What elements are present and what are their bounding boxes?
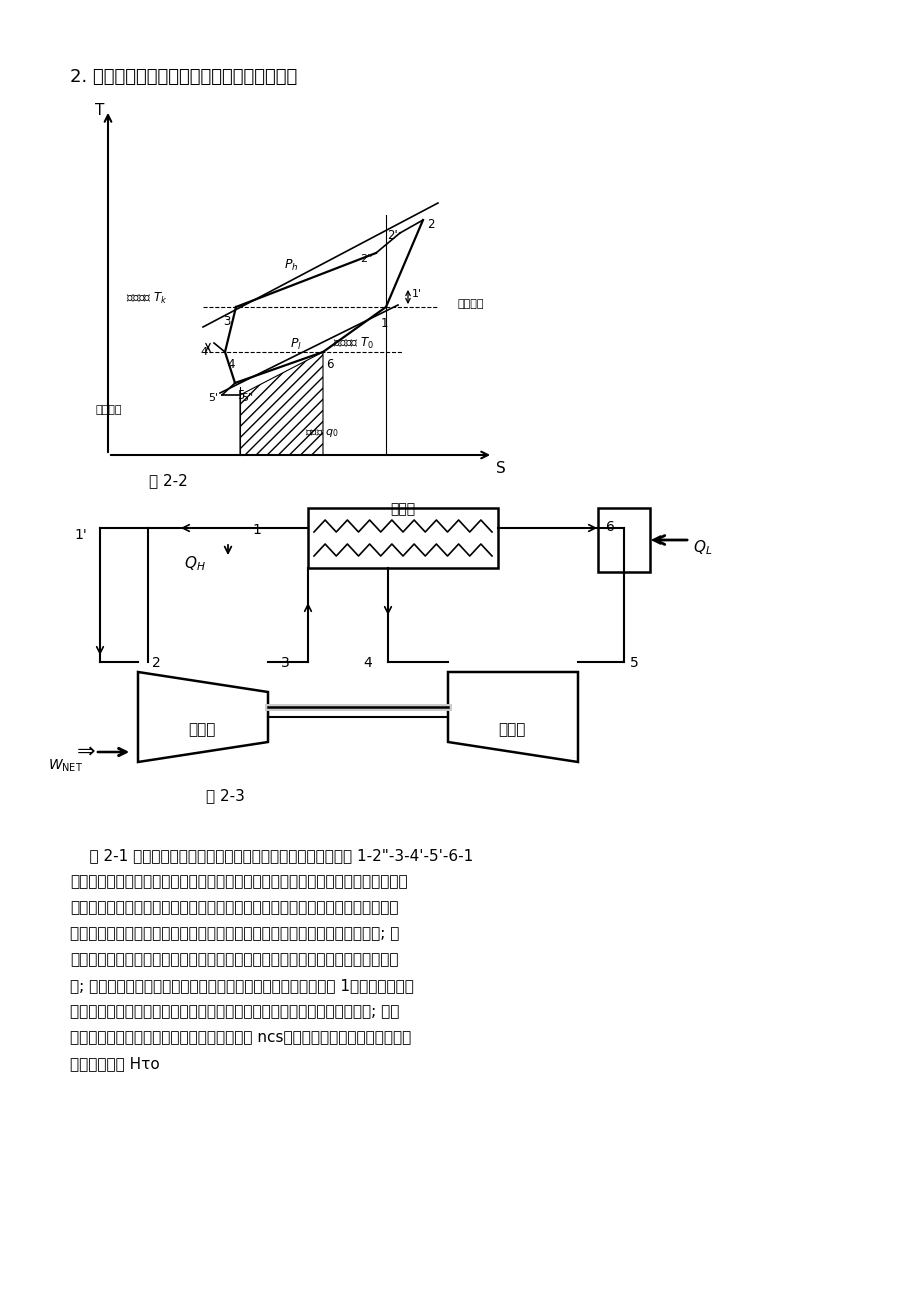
Text: 假设在这篇论文所讨论的温度和压力范围内所造成的误差很小，可以忽略不计; 假: 假设在这篇论文所讨论的温度和压力范围内所造成的误差很小，可以忽略不计; 假 [70,926,399,941]
Text: 膨胀机: 膨胀机 [498,722,525,736]
Text: 去; 在回热过程中考虑传热温差，此时的回冷热交换器的效率小于 1，而且在处理回: 去; 在回热过程中考虑传热温差，此时的回冷热交换器的效率小于 1，而且在处理回 [70,978,414,993]
Text: 设吸热和放热过程为等压过程，压缩很膨胀过程中的损失可以折算到进出口压力上: 设吸热和放热过程为等压过程，压缩很膨胀过程中的损失可以折算到进出口压力上 [70,952,398,967]
Text: 2: 2 [426,219,434,232]
Text: 压缩机: 压缩机 [188,722,215,736]
Text: $Q_H$: $Q_H$ [184,554,206,572]
Text: $P_l$: $P_l$ [289,337,301,353]
Text: $Q_L$: $Q_L$ [692,539,711,557]
Text: S: S [495,461,505,476]
Bar [308,507,497,569]
Text: 5: 5 [630,656,638,670]
Text: 为了便于分析我们采用一些简化的处理方法，首先假设空气是理想气体，理想气体: 为了便于分析我们采用一些简化的处理方法，首先假设空气是理想气体，理想气体 [70,900,398,915]
Text: 4: 4 [363,656,371,670]
Text: 4: 4 [227,358,234,371]
Text: 传热温差: 传热温差 [458,299,484,310]
Text: T: T [96,103,105,118]
Text: $P_h$: $P_h$ [283,258,298,273]
Text: 到相对内效率 Hτo: 到相对内效率 Hτo [70,1056,160,1071]
Text: 4': 4' [200,347,210,356]
Text: 图 2-2: 图 2-2 [149,474,187,488]
Text: 2. 逆布雷顿循环制冷系统循环分析与理论设计: 2. 逆布雷顿循环制冷系统循环分析与理论设计 [70,68,297,86]
Bar [597,507,650,572]
Text: 图 2-3: 图 2-3 [205,788,244,803]
Text: 2: 2 [152,656,161,670]
Polygon shape [240,353,323,455]
Text: 1: 1 [252,523,261,537]
Text: 热过程时假设它没有流动阻力损失，并把漏热损失折算为用冷装置的热负荷; 空气: 热过程时假设它没有流动阻力损失，并把漏热损失折算为用冷装置的热负荷; 空气 [70,1004,399,1019]
Text: 1': 1' [412,289,422,299]
Polygon shape [448,673,577,762]
Text: 传热温差: 传热温差 [96,405,122,415]
Text: 环境温度 $T_k$: 环境温度 $T_k$ [126,291,167,306]
Text: 2': 2' [387,229,398,242]
Polygon shape [138,673,267,762]
Text: 3: 3 [223,315,231,328]
Text: 1': 1' [74,528,87,543]
Text: 5': 5' [208,393,218,403]
Text: 2": 2" [360,254,372,264]
Text: 图 2-1 是逆布雷顿空气制冷循环热力过程原理图。理论循环由 1-2"-3-4'-5'-6-1: 图 2-1 是逆布雷顿空气制冷循环热力过程原理图。理论循环由 1-2"-3-4'… [70,848,472,863]
Text: 制冷量 $q_0$: 制冷量 $q_0$ [305,427,338,438]
Text: 3: 3 [281,656,289,670]
Text: 6: 6 [325,358,333,371]
Text: 6: 6 [605,520,614,533]
Text: 5: 5 [237,389,244,402]
Text: 制冷温度 $T_0$: 制冷温度 $T_0$ [333,336,374,351]
Text: 1: 1 [380,317,387,330]
Text: 在压缩机中的压缩过程要考虑到绝热压缩效率 ncs，在膨胀机中的膨胀过程要考虑: 在压缩机中的压缩过程要考虑到绝热压缩效率 ncs，在膨胀机中的膨胀过程要考虑 [70,1030,411,1045]
Text: 换热器: 换热器 [390,502,415,516]
Text: 表示，但是由于各种因素的影响，空气制冷系统的实际循环和理论循环的差别很大。: 表示，但是由于各种因素的影响，空气制冷系统的实际循环和理论循环的差别很大。 [70,874,407,889]
Text: ⇒: ⇒ [76,742,95,762]
Text: 5": 5" [241,393,253,403]
Text: $W_{\rm NET}$: $W_{\rm NET}$ [48,758,83,774]
